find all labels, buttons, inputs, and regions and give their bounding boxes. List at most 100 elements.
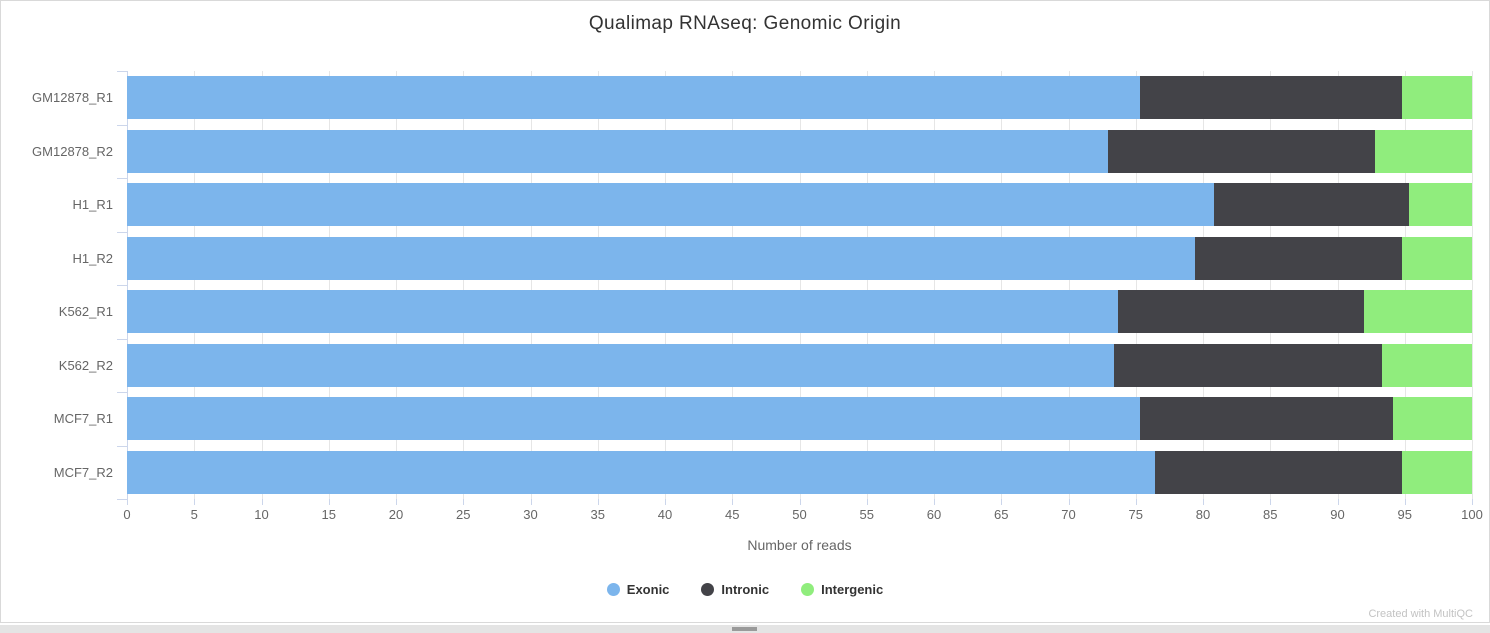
y-axis-tick <box>117 124 127 126</box>
category-label: H1_R1 <box>72 197 113 213</box>
bar-segment-exonic-H1_R1[interactable] <box>127 183 1214 227</box>
category-label: MCF7_R2 <box>53 464 113 480</box>
gridline <box>1068 71 1070 499</box>
gridline <box>1337 71 1339 499</box>
bar-segment-intergenic-MCF7_R2[interactable] <box>1402 450 1472 494</box>
x-axis-tick <box>799 499 801 505</box>
y-axis-tick <box>117 392 127 393</box>
x-axis-tick <box>1472 499 1473 505</box>
gridline <box>732 71 734 499</box>
category-label: H1_R2 <box>72 250 113 266</box>
x-axis-tick <box>328 499 330 505</box>
y-axis-tick <box>117 499 127 500</box>
x-axis-tick <box>597 499 599 505</box>
x-axis-tick-label: 35 <box>590 507 605 522</box>
gridline <box>866 71 868 499</box>
x-axis-tick-label: 70 <box>1061 507 1076 522</box>
x-axis-tick <box>732 499 734 505</box>
horizontal-scrollbar-thumb[interactable] <box>732 627 757 631</box>
bar-segment-intergenic-H1_R2[interactable] <box>1402 236 1472 280</box>
y-axis-tick <box>117 338 127 340</box>
y-axis-tick <box>117 231 127 233</box>
bar-segment-intergenic-K562_R2[interactable] <box>1381 343 1472 387</box>
legend-marker-intergenic <box>801 583 815 596</box>
bar-segment-intergenic-K562_R1[interactable] <box>1364 290 1472 334</box>
bar-segment-intronic-GM12878_R1[interactable] <box>1139 76 1403 120</box>
legend-label: Intronic <box>721 582 770 597</box>
bar-segment-intergenic-H1_R1[interactable] <box>1408 183 1472 227</box>
x-axis-title: Number of reads <box>747 537 852 553</box>
bar-segment-intronic-H1_R1[interactable] <box>1213 183 1409 227</box>
gridline <box>1404 71 1406 499</box>
gridline <box>396 71 397 499</box>
bar-segment-exonic-MCF7_R1[interactable] <box>127 397 1140 441</box>
bar-segment-intergenic-MCF7_R1[interactable] <box>1392 397 1472 441</box>
x-axis-tick-label: 100 <box>1461 507 1483 522</box>
category-label: MCF7_R1 <box>53 411 113 427</box>
bar-segment-intergenic-GM12878_R2[interactable] <box>1375 129 1472 173</box>
legend-item-intronic[interactable]: Intronic <box>701 582 769 597</box>
bar-segment-exonic-MCF7_R2[interactable] <box>127 450 1155 494</box>
legend-item-exonic[interactable]: Exonic <box>606 582 670 597</box>
category-label: K562_R1 <box>58 304 113 320</box>
gridline <box>665 71 666 499</box>
x-axis-tick-label: 15 <box>321 507 336 522</box>
bar-segment-exonic-GM12878_R1[interactable] <box>127 76 1140 120</box>
x-axis-tick <box>665 499 666 505</box>
footer-credit: Created with MultiQC <box>1368 608 1473 620</box>
legend-label: Exonic <box>626 582 670 597</box>
category-label: K562_R2 <box>58 357 113 373</box>
legend-marker-intronic <box>701 583 715 596</box>
horizontal-scrollbar-track[interactable] <box>0 625 1490 633</box>
x-axis-tick <box>1203 499 1204 505</box>
gridline <box>1001 71 1003 499</box>
gridline <box>1472 71 1473 499</box>
legend: Exonic Intronic Intergenic <box>1 582 1489 597</box>
bar-segment-intergenic-GM12878_R1[interactable] <box>1402 76 1472 120</box>
bar-segment-intronic-GM12878_R2[interactable] <box>1107 129 1376 173</box>
category-label: GM12878_R2 <box>32 143 113 159</box>
y-axis-line <box>127 71 128 499</box>
gridline <box>1203 71 1204 499</box>
bar-segment-exonic-H1_R2[interactable] <box>127 236 1195 280</box>
x-axis-tick <box>1404 499 1406 505</box>
gridline <box>597 71 599 499</box>
bar-segment-exonic-K562_R2[interactable] <box>127 343 1115 387</box>
gridline <box>261 71 263 499</box>
gridline <box>194 71 196 499</box>
gridline <box>1270 71 1272 499</box>
x-axis-tick <box>194 499 196 505</box>
x-axis-tick-label: 80 <box>1195 507 1211 522</box>
x-axis-tick <box>463 499 465 505</box>
bar-segment-intronic-MCF7_R2[interactable] <box>1154 450 1403 494</box>
gridline <box>799 71 801 499</box>
bar-segment-intronic-K562_R1[interactable] <box>1118 290 1365 334</box>
bar-segment-exonic-GM12878_R2[interactable] <box>127 129 1108 173</box>
bar-segment-intronic-MCF7_R1[interactable] <box>1139 397 1393 441</box>
y-axis-tick <box>117 71 127 72</box>
y-axis-tick <box>117 445 127 447</box>
legend-item-intergenic[interactable]: Intergenic <box>801 582 883 597</box>
x-axis-tick-label: 40 <box>657 507 673 522</box>
chart-title: Qualimap RNAseq: Genomic Origin <box>588 13 902 34</box>
x-axis-tick <box>530 499 532 505</box>
x-axis-tick <box>396 499 397 505</box>
x-axis-tick-label: 45 <box>725 507 740 522</box>
legend-marker-exonic <box>606 583 620 596</box>
bar-segment-intronic-H1_R2[interactable] <box>1194 236 1403 280</box>
legend-label: Intergenic <box>821 582 884 597</box>
x-axis-tick-label: 90 <box>1330 507 1345 522</box>
x-axis-tick <box>1135 499 1137 505</box>
x-axis-tick <box>1270 499 1272 505</box>
bar-segment-exonic-K562_R1[interactable] <box>127 290 1119 334</box>
x-axis-tick-label: 50 <box>792 507 807 522</box>
bar-segment-intronic-K562_R2[interactable] <box>1114 343 1382 387</box>
x-axis-tick-label: 30 <box>523 507 538 522</box>
x-axis-tick <box>1337 499 1339 505</box>
gridline <box>1135 71 1137 499</box>
gridline <box>934 71 935 499</box>
x-axis-tick-label: 95 <box>1397 507 1412 522</box>
x-axis-tick-label: 65 <box>994 507 1009 522</box>
gridline <box>463 71 465 499</box>
